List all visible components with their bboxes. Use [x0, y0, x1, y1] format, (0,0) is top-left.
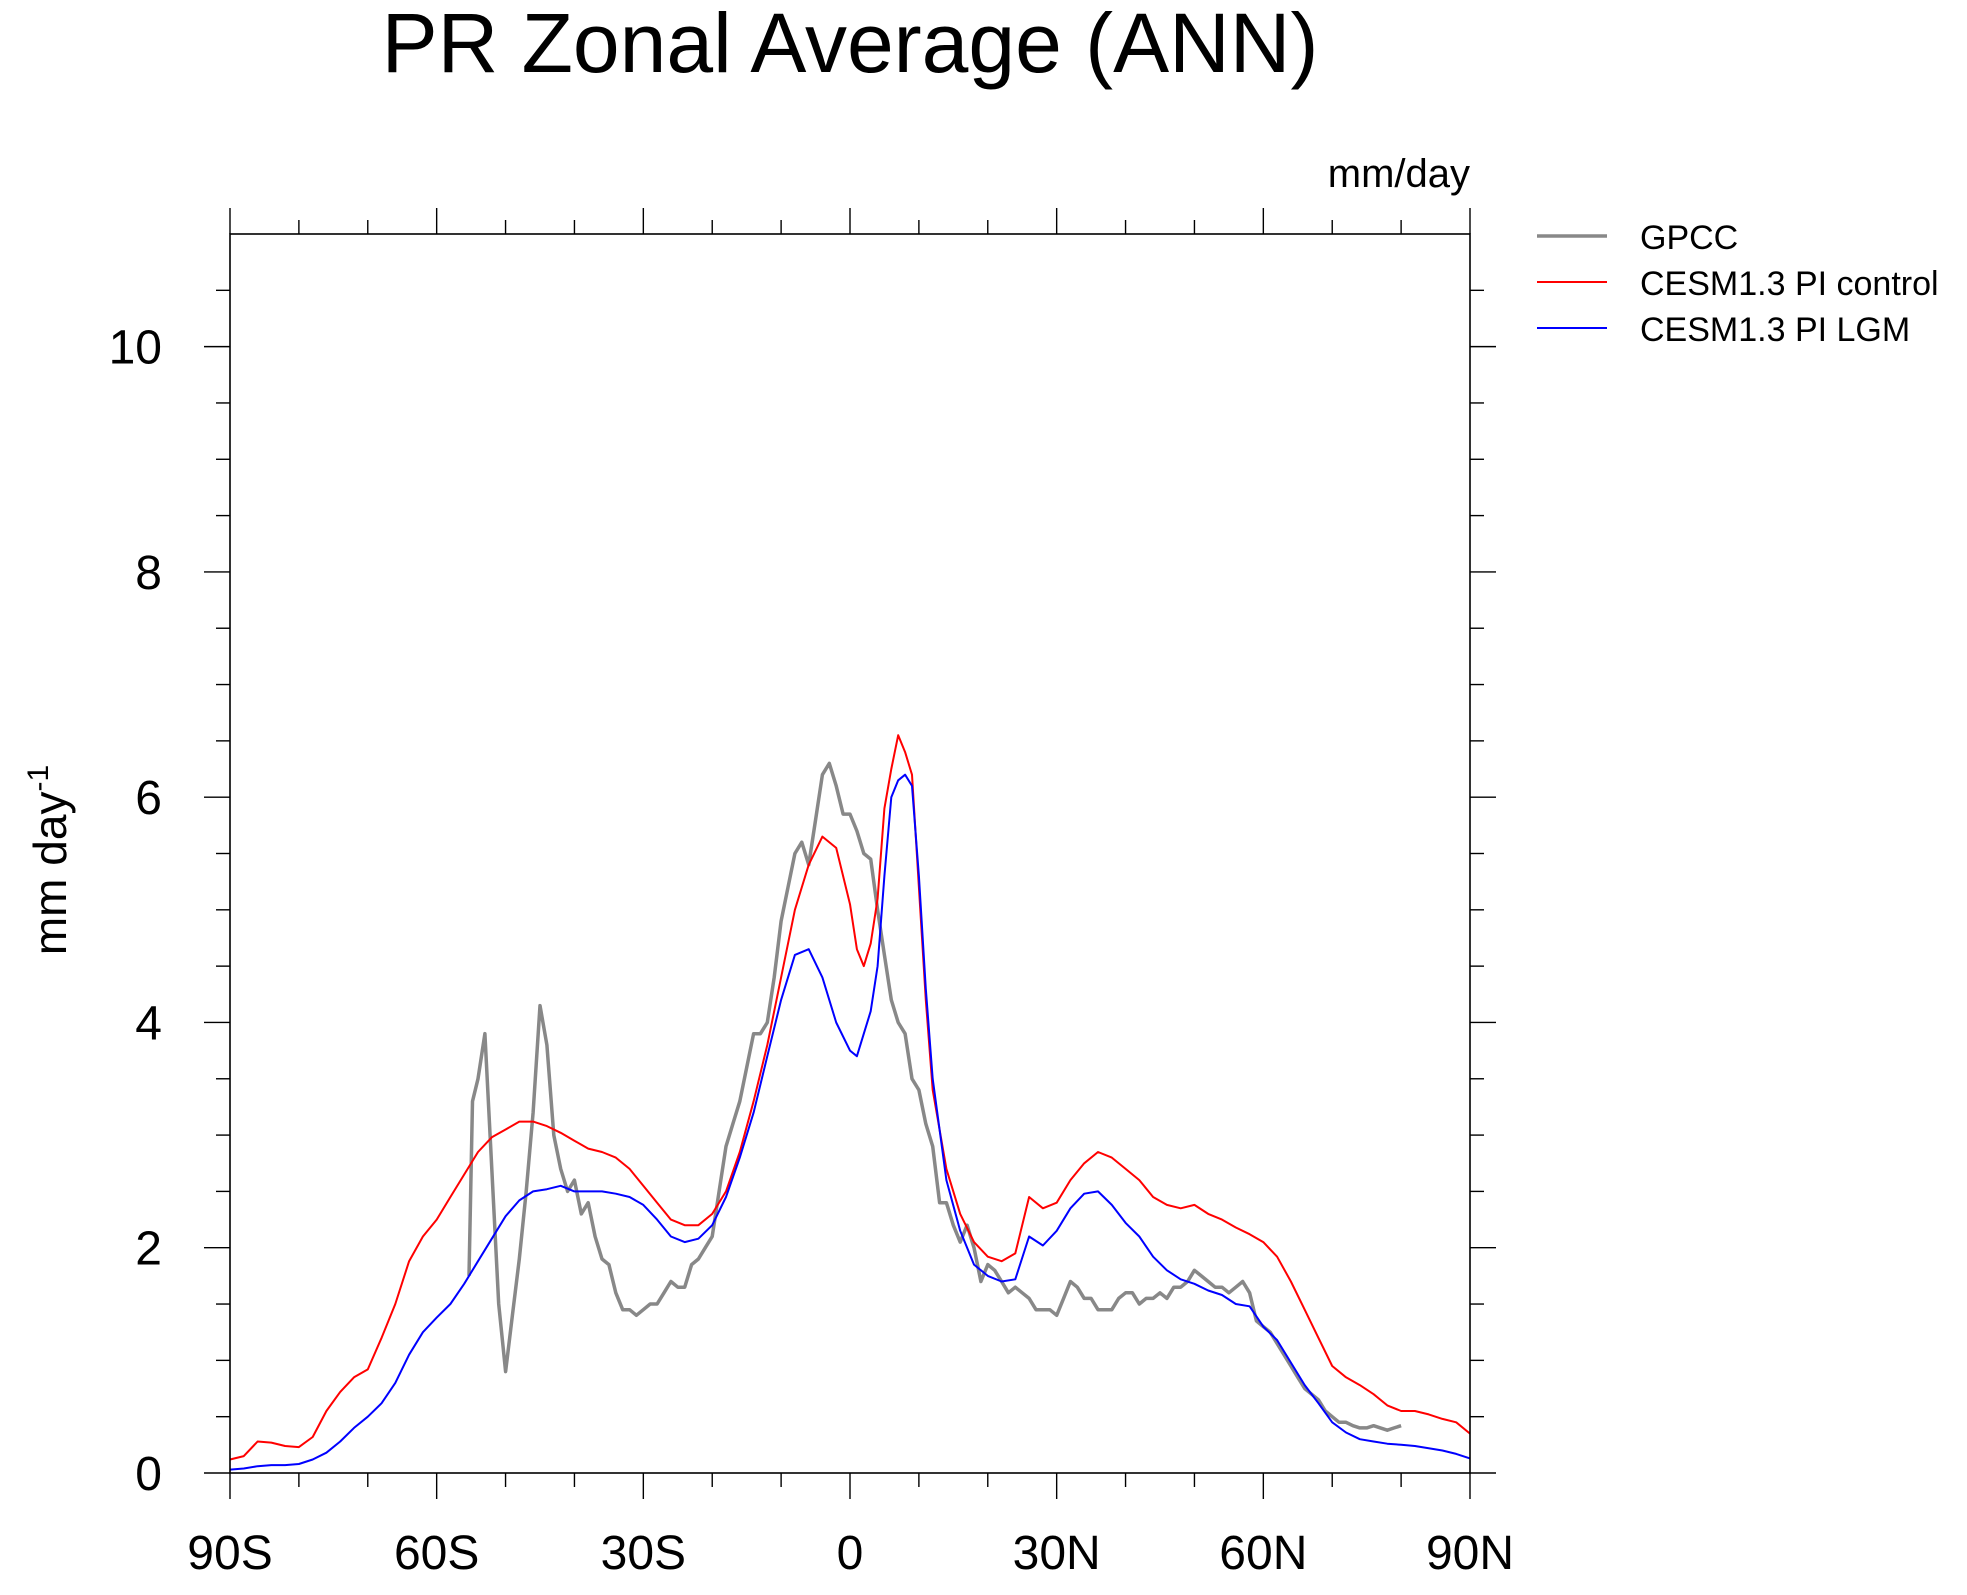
legend-label-2: CESM1.3 PI LGM	[1640, 311, 1910, 349]
y-tick-label-5: 10	[109, 322, 162, 375]
x-tick-label-5: 60N	[1219, 1527, 1307, 1580]
x-tick-label-2: 30S	[601, 1527, 686, 1580]
y-tick-label-4: 8	[135, 547, 162, 600]
y-tick-label-3: 6	[135, 772, 162, 825]
ticks-layer: 90S 60S 30S 0 30N 60N 90N 0 2 4 6 8 10	[109, 208, 1514, 1580]
series-line-0	[467, 761, 1402, 1432]
x-tick-label-4: 30N	[1013, 1527, 1101, 1580]
x-tick-label-1: 60S	[394, 1527, 479, 1580]
y-axis-label-text: mm day	[24, 792, 76, 956]
legend: GPCC CESM1.3 PI control CESM1.3 PI LGM	[1537, 219, 1939, 349]
series-line-1	[229, 734, 1471, 1461]
x-tick-label-6: 90N	[1426, 1527, 1514, 1580]
plot-frame	[229, 233, 1471, 1474]
x-tick-label-3: 0	[837, 1527, 864, 1580]
legend-label-1: CESM1.3 PI control	[1640, 265, 1939, 303]
y-axis-label-superscript: -1	[22, 765, 55, 792]
y-tick-label-1: 2	[135, 1223, 162, 1276]
legend-label-0: GPCC	[1640, 219, 1738, 257]
units-label: mm/day	[1328, 152, 1470, 196]
y-tick-label-2: 4	[135, 997, 162, 1050]
x-tick-label-0: 90S	[187, 1527, 272, 1580]
y-tick-label-0: 0	[135, 1448, 162, 1501]
series-layer	[229, 734, 1471, 1471]
y-axis-label: mm day-1	[22, 765, 76, 955]
chart-title: PR Zonal Average (ANN)	[382, 0, 1319, 90]
series-line-2	[229, 773, 1471, 1471]
